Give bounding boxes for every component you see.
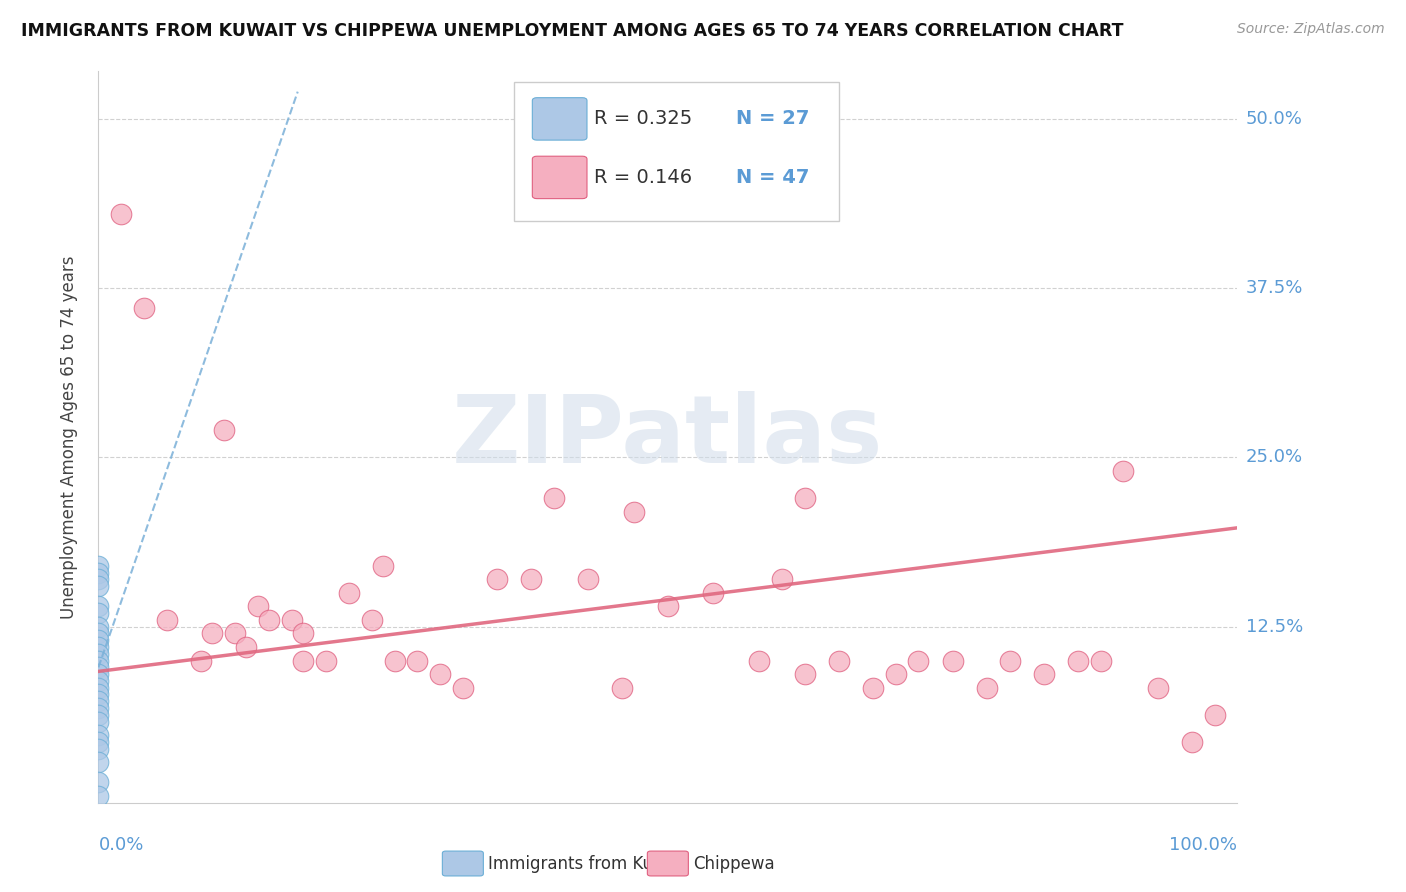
Point bbox=[87, 673, 110, 688]
Point bbox=[87, 626, 110, 640]
Point bbox=[612, 681, 634, 695]
Point bbox=[1112, 464, 1135, 478]
Point bbox=[87, 640, 110, 654]
Point bbox=[520, 572, 543, 586]
Point bbox=[110, 206, 132, 220]
Point bbox=[543, 491, 565, 505]
Point bbox=[87, 789, 110, 803]
Point bbox=[87, 741, 110, 756]
Point bbox=[87, 579, 110, 593]
FancyBboxPatch shape bbox=[533, 156, 586, 199]
FancyBboxPatch shape bbox=[647, 851, 689, 876]
Point bbox=[748, 654, 770, 668]
Point bbox=[862, 681, 884, 695]
Text: Source: ZipAtlas.com: Source: ZipAtlas.com bbox=[1237, 22, 1385, 37]
Point bbox=[942, 654, 965, 668]
Point bbox=[190, 654, 212, 668]
Y-axis label: Unemployment Among Ages 65 to 74 years: Unemployment Among Ages 65 to 74 years bbox=[59, 255, 77, 619]
Point bbox=[87, 735, 110, 749]
Point bbox=[702, 586, 724, 600]
Text: R = 0.146: R = 0.146 bbox=[593, 168, 692, 187]
Text: Chippewa: Chippewa bbox=[693, 855, 775, 872]
Point bbox=[292, 626, 315, 640]
Text: ZIPatlas: ZIPatlas bbox=[453, 391, 883, 483]
Point bbox=[87, 620, 110, 634]
Point bbox=[793, 491, 815, 505]
Point bbox=[259, 613, 281, 627]
Point bbox=[770, 572, 793, 586]
Text: N = 47: N = 47 bbox=[737, 168, 810, 187]
Text: 37.5%: 37.5% bbox=[1246, 279, 1303, 297]
Point bbox=[87, 755, 110, 769]
Point bbox=[87, 775, 110, 789]
Point bbox=[384, 654, 406, 668]
Text: IMMIGRANTS FROM KUWAIT VS CHIPPEWA UNEMPLOYMENT AMONG AGES 65 TO 74 YEARS CORREL: IMMIGRANTS FROM KUWAIT VS CHIPPEWA UNEMP… bbox=[21, 22, 1123, 40]
Point bbox=[87, 694, 110, 708]
Point bbox=[87, 599, 110, 614]
Point bbox=[451, 681, 474, 695]
Point bbox=[87, 688, 110, 702]
Point bbox=[281, 613, 304, 627]
FancyBboxPatch shape bbox=[443, 851, 484, 876]
FancyBboxPatch shape bbox=[533, 98, 586, 140]
Point bbox=[360, 613, 382, 627]
Text: 25.0%: 25.0% bbox=[1246, 449, 1303, 467]
Point bbox=[907, 654, 929, 668]
Point bbox=[87, 654, 110, 668]
Point bbox=[87, 707, 110, 722]
Point bbox=[1090, 654, 1112, 668]
Point bbox=[1204, 707, 1226, 722]
Point bbox=[1032, 667, 1054, 681]
Point bbox=[576, 572, 599, 586]
Point bbox=[337, 586, 360, 600]
Point bbox=[87, 660, 110, 674]
Text: 12.5%: 12.5% bbox=[1246, 618, 1303, 636]
Point bbox=[315, 654, 337, 668]
Point bbox=[132, 301, 155, 316]
Point bbox=[406, 654, 429, 668]
Point bbox=[884, 667, 907, 681]
Point bbox=[1181, 735, 1204, 749]
Point bbox=[429, 667, 451, 681]
Point bbox=[87, 647, 110, 661]
Text: N = 27: N = 27 bbox=[737, 110, 810, 128]
Point bbox=[224, 626, 246, 640]
Point bbox=[1146, 681, 1168, 695]
Point bbox=[1067, 654, 1090, 668]
Point bbox=[657, 599, 679, 614]
Point bbox=[246, 599, 269, 614]
Point bbox=[87, 566, 110, 580]
Point bbox=[828, 654, 851, 668]
Point bbox=[793, 667, 815, 681]
Point bbox=[371, 558, 394, 573]
Point bbox=[998, 654, 1021, 668]
Text: R = 0.325: R = 0.325 bbox=[593, 110, 692, 128]
Text: 0.0%: 0.0% bbox=[98, 836, 143, 854]
Point bbox=[87, 558, 110, 573]
Point bbox=[87, 633, 110, 648]
Point bbox=[201, 626, 224, 640]
Point bbox=[292, 654, 315, 668]
Point bbox=[486, 572, 509, 586]
Text: 100.0%: 100.0% bbox=[1170, 836, 1237, 854]
Point bbox=[87, 701, 110, 715]
Point bbox=[87, 667, 110, 681]
FancyBboxPatch shape bbox=[515, 82, 839, 221]
Point bbox=[235, 640, 257, 654]
Point bbox=[212, 423, 235, 437]
Point bbox=[156, 613, 179, 627]
Point bbox=[87, 728, 110, 742]
Point bbox=[623, 505, 645, 519]
Point bbox=[87, 681, 110, 695]
Text: Immigrants from Kuwait: Immigrants from Kuwait bbox=[488, 855, 688, 872]
Point bbox=[976, 681, 998, 695]
Point bbox=[87, 572, 110, 586]
Text: 50.0%: 50.0% bbox=[1246, 110, 1302, 128]
Point bbox=[87, 606, 110, 620]
Point bbox=[87, 714, 110, 729]
